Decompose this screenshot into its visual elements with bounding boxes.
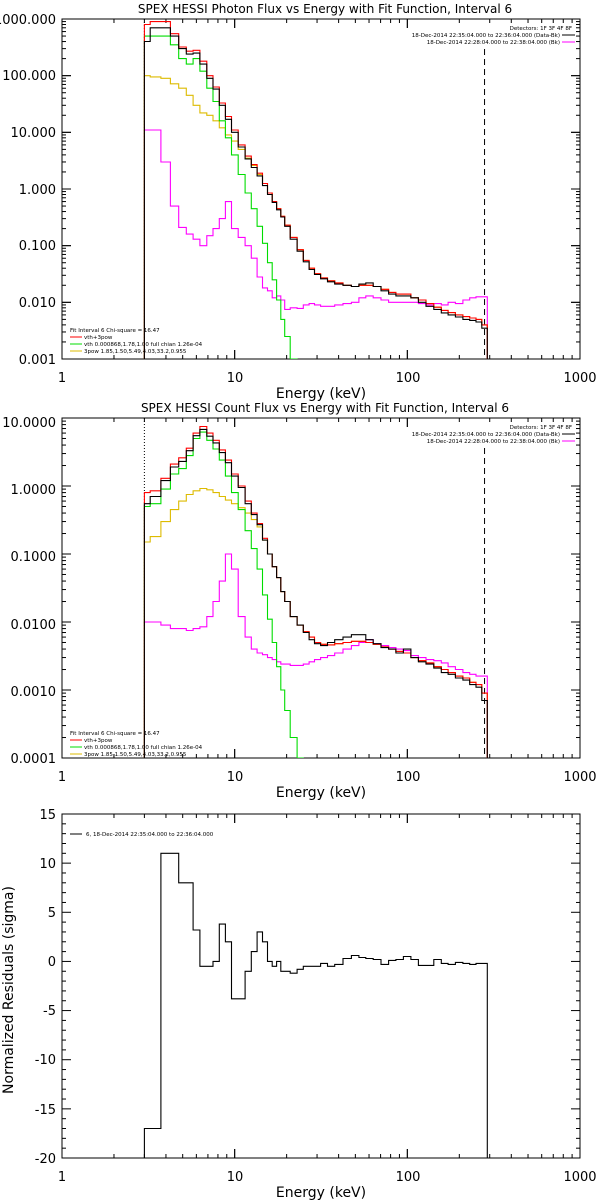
photon-flux-panel: SPEX HESSI Photon Flux vs Energy with Fi… <box>0 2 597 402</box>
y-tick-label: 0.010 <box>19 296 56 311</box>
series-data-bk-line <box>143 27 488 359</box>
x-tick-label: 1 <box>58 1170 66 1185</box>
x-tick-label: 1 <box>58 371 66 386</box>
y-tick-label: 0.0001 <box>11 752 57 767</box>
series-3pow-line <box>143 487 488 758</box>
series-data-bk-line <box>143 428 488 758</box>
count-legend-left: Fit Interval 6 Chi-square = 16.47 vth+3p… <box>70 731 203 758</box>
residual-x-axis-label: Energy (keV) <box>276 1185 366 1200</box>
series-bk-line <box>143 129 488 359</box>
x-tick-label: 10 <box>227 371 244 386</box>
x-tick-label: 10 <box>227 770 244 785</box>
plot-frame <box>61 813 581 1159</box>
y-tick-label: 0.0100 <box>11 618 57 633</box>
x-tick-label: 10 <box>227 1170 244 1185</box>
residuals-panel: -20 -15 -10 -5 0 5 10 15 1 10 100 1000 E… <box>1 808 597 1200</box>
legend-entry: 18-Dec-2014 22:35:04.000 to 22:36:04.000… <box>412 432 560 438</box>
y-tick-label: 10 <box>39 857 56 872</box>
series-vth-3pow-line <box>143 21 488 359</box>
y-tick-label: 5 <box>48 906 56 921</box>
count-flux-panel: SPEX HESSI Count Flux vs Energy with Fit… <box>2 401 597 801</box>
y-tick-label: -15 <box>35 1103 56 1118</box>
legend-header: Fit Interval 6 Chi-square = 16.47 <box>70 328 160 334</box>
y-tick-label: 0 <box>48 955 56 970</box>
x-tick-label: 100 <box>396 770 421 785</box>
series-3pow-line <box>143 75 488 359</box>
legend-entry: vth 0.000868,1.78,1.00 full chian 1.26e-… <box>84 342 203 348</box>
plot-frame <box>61 417 581 759</box>
y-tick-label: 0.1000 <box>11 550 57 565</box>
x-tick-label: 1000 <box>563 770 596 785</box>
y-tick-label: 0.001 <box>19 353 56 368</box>
series-vth-3pow-line <box>143 425 488 758</box>
y-tick-label: 1.000 <box>19 183 56 198</box>
y-tick-label: -20 <box>35 1152 56 1167</box>
series-vth-line <box>143 35 305 359</box>
legend-header: Detectors: 1F 3F 4F 8F <box>510 425 572 431</box>
legend-header: Detectors: 1F 3F 4F 8F <box>510 26 572 32</box>
legend-entry: vth 0.000868,1.78,1.00 full chian 1.26e-… <box>84 745 203 751</box>
legend-entry: 18-Dec-2014 22:28:04.000 to 22:38:04.000… <box>427 439 560 445</box>
x-tick-label: 1000 <box>563 1170 596 1185</box>
series-vth-line <box>143 431 321 758</box>
photon-y-tick-labels: 0.001 0.010 0.100 1.000 10.000 100.000 1… <box>0 13 56 368</box>
y-tick-label: 0.0010 <box>11 685 57 700</box>
y-tick-label: 10.0000 <box>2 416 56 431</box>
x-tick-label: 100 <box>396 371 421 386</box>
y-tick-label: 15 <box>39 808 56 823</box>
legend-entry: 18-Dec-2014 22:28:04.000 to 22:38:04.000… <box>427 40 560 46</box>
x-tick-label: 1000 <box>563 371 596 386</box>
y-tick-label: 10.000 <box>11 126 57 141</box>
residual-x-tick-labels: 1 10 100 1000 <box>58 1170 597 1185</box>
legend-entry: vth+3pow <box>84 335 113 341</box>
count-x-tick-labels: 1 10 100 1000 <box>58 770 597 785</box>
y-tick-label: 100.000 <box>2 69 56 84</box>
legend-entry: vth+3pow <box>84 738 113 744</box>
photon-x-tick-labels: 1 10 100 1000 <box>58 371 597 386</box>
y-tick-label: -5 <box>43 1004 56 1019</box>
count-legend-right: Detectors: 1F 3F 4F 8F 18-Dec-2014 22:35… <box>412 425 575 445</box>
legend-entry: 18-Dec-2014 22:35:04.000 to 22:36:04.000… <box>412 33 560 39</box>
legend-header: Fit Interval 6 Chi-square = 16.47 <box>70 731 160 737</box>
x-tick-label: 1 <box>58 770 66 785</box>
y-tick-label: 1000.000 <box>0 13 56 28</box>
y-tick-label: 0.100 <box>19 239 56 254</box>
residual-y-tick-labels: -20 -15 -10 -5 0 5 10 15 <box>35 808 56 1167</box>
photon-flux-title: SPEX HESSI Photon Flux vs Energy with Fi… <box>138 2 512 16</box>
series-6-18-dec-2014-22-35-04-000-to-22-36-04-000-line <box>143 852 488 1158</box>
residual-legend-entry: 6, 18-Dec-2014 22:35:04.000 to 22:36:04.… <box>86 832 214 838</box>
series-bk-line <box>143 553 488 758</box>
count-flux-title: SPEX HESSI Count Flux vs Energy with Fit… <box>141 401 509 415</box>
x-tick-label: 100 <box>396 1170 421 1185</box>
residual-y-axis-label: Normalized Residuals (sigma) <box>1 886 17 1094</box>
legend-entry: 3pow 1.85,1.50,5.49,4.03,33.2,0.955 <box>84 349 187 355</box>
count-y-tick-labels: 0.0001 0.0010 0.0100 0.1000 1.0000 10.00… <box>2 416 56 767</box>
y-tick-label: 1.0000 <box>11 483 57 498</box>
photon-x-axis-label: Energy (keV) <box>276 386 366 402</box>
photon-legend-left: Fit Interval 6 Chi-square = 16.47 vth+3p… <box>70 328 203 355</box>
count-x-axis-label: Energy (keV) <box>276 785 366 801</box>
plot-frame <box>61 18 581 360</box>
photon-legend-right: Detectors: 1F 3F 4F 8F 18-Dec-2014 22:35… <box>412 26 575 46</box>
legend-entry: 3pow 1.85,1.50,5.49,4.03,33.2,0.955 <box>84 752 187 758</box>
y-tick-label: -10 <box>35 1053 56 1068</box>
